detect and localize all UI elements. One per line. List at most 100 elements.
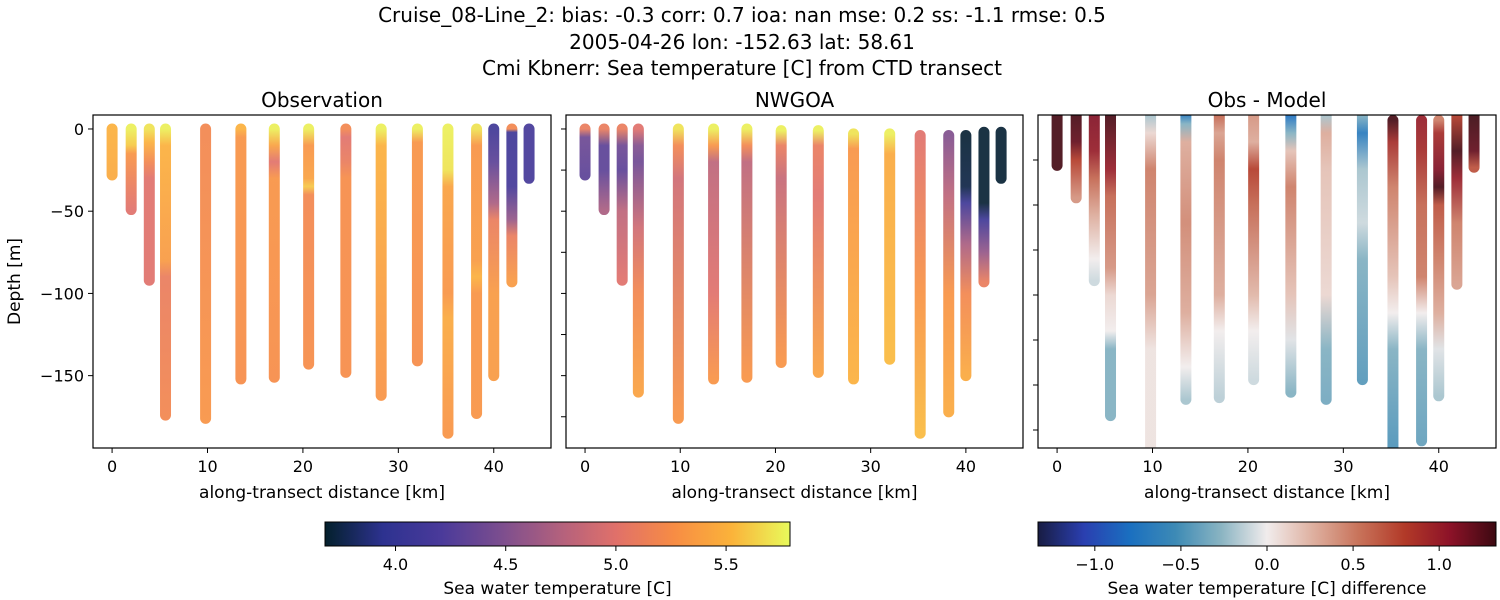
x-axis-label: along-transect distance [km] (199, 483, 445, 503)
station-profile-40km (488, 123, 500, 382)
station-profile-35.2km (442, 123, 454, 439)
station-profile-43.7km (523, 123, 535, 184)
station-profiles (579, 123, 1007, 439)
colorbar-gradient (324, 521, 791, 547)
x-tick-label: 20 (1238, 457, 1258, 476)
x-tick-label: 40 (1429, 457, 1449, 476)
colorbar-tick-label: −1.0 (1075, 555, 1114, 574)
station-profile-9.8km (672, 123, 684, 424)
station-profile-17km (741, 123, 753, 383)
station-profile-41.9km (506, 123, 518, 288)
y-tick-label: −100 (40, 284, 84, 303)
x-tick-label: 30 (1333, 457, 1353, 476)
station-profile-38.2km (471, 123, 483, 419)
station-profile-24.5km (340, 123, 352, 378)
x-tick-label: 0 (580, 457, 590, 476)
x-tick-label: 10 (670, 457, 690, 476)
station-profile-5.6km (160, 123, 172, 421)
x-tick-label: 40 (484, 457, 504, 476)
colorbar-tick-label: 4.0 (383, 555, 408, 574)
x-axis-label: along-transect distance [km] (1144, 483, 1390, 503)
station-profile-32km (411, 123, 423, 367)
station-profile-40km (1433, 115, 1445, 402)
colorbar-tick-label: 5.0 (603, 555, 628, 574)
colorbar-tick-label: 5.5 (713, 555, 738, 574)
station-profile-40km (960, 130, 972, 382)
x-tick-label: 10 (1142, 457, 1162, 476)
station-profile-3.9km (143, 123, 155, 286)
colorbar-tick-label: 0.0 (1254, 555, 1279, 574)
station-profiles (106, 123, 535, 439)
panel-title: Observation (261, 88, 383, 112)
station-profile-28.2km (375, 123, 387, 401)
station-profile-24.5km (1285, 115, 1297, 398)
y-axis-label: Depth [m] (5, 238, 25, 325)
x-tick-label: 40 (956, 457, 976, 476)
colorbar-label: Sea water temperature [C] (443, 579, 671, 599)
axes-frame (1037, 114, 1497, 449)
station-profile-41.9km (978, 126, 990, 288)
panel-title: Obs - Model (1208, 88, 1327, 112)
colorbar-tick-label: −0.5 (1161, 555, 1200, 574)
station-profile-20.6km (1248, 115, 1260, 386)
station-profile-2km (1070, 115, 1082, 204)
panel-title: NWGOA (755, 88, 835, 112)
panel-3: Obs - Model 0 10 20 30 40 along-transect dista… (1033, 88, 1497, 503)
station-profile-0km (1051, 115, 1063, 171)
station-profile-13.5km (708, 123, 720, 385)
x-tick-label: 20 (765, 457, 785, 476)
y-tick-label: −150 (40, 367, 84, 386)
station-profile-35.2km (1387, 115, 1399, 448)
station-profile-5.6km (632, 123, 644, 398)
station-profile-28.2km (1320, 115, 1332, 405)
colorbar-tick-label: 1.0 (1426, 555, 1451, 574)
station-profile-35.2km (914, 130, 926, 439)
station-profile-24.5km (812, 125, 824, 378)
station-profile-43.7km (1468, 115, 1480, 173)
station-profile-5.6km (1105, 115, 1117, 422)
x-tick-label: 20 (293, 457, 313, 476)
colorbar-gradient (1037, 521, 1497, 547)
station-profile-32km (884, 128, 896, 365)
colorbar-tick-label: 0.5 (1340, 555, 1365, 574)
station-profile-38.2km (943, 130, 955, 418)
x-tick-label: 0 (107, 457, 117, 476)
colorbar-1: 4.0 4.5 5.0 5.5 Sea water temperature [C] (324, 521, 791, 599)
y-tick-label: −50 (50, 202, 84, 221)
y-tick-label: 0 (74, 120, 84, 139)
x-axis-label: along-transect distance [km] (672, 483, 918, 503)
colorbar-label: Sea water temperature [C] difference (1107, 579, 1426, 599)
station-profile-20.6km (775, 125, 787, 368)
station-profile-3.9km (1088, 115, 1100, 287)
panel-1: Observation 0 10 20 30 40 0 −50 −100 −150 along-tr… (5, 88, 552, 503)
x-tick-label: 10 (197, 457, 217, 476)
figure-title-line-2: 2005-04-26 lon: -152.63 lat: 58.61 (569, 30, 915, 54)
station-profile-0km (579, 123, 591, 181)
x-tick-label: 30 (860, 457, 880, 476)
station-profile-13.5km (1180, 115, 1192, 405)
station-profile-32km (1356, 115, 1368, 386)
x-tick-label: 30 (388, 457, 408, 476)
station-profile-3.9km (616, 123, 628, 286)
station-profile-2km (125, 123, 137, 216)
station-profile-9.8km (1145, 115, 1157, 448)
station-profile-43.7km (995, 126, 1007, 184)
axes-frame (92, 114, 552, 449)
colorbar-tick-label: 4.5 (493, 555, 518, 574)
figure-title-line-1: Cruise_08-Line_2: bias: -0.3 corr: 0.7 i… (378, 3, 1106, 27)
station-profile-2km (598, 123, 610, 216)
station-profile-41.9km (1451, 115, 1463, 290)
station-profile-17km (1213, 115, 1225, 404)
station-profile-9.8km (200, 123, 212, 424)
figure-title-line-3: Cmi Kbnerr: Sea temperature [C] from CTD… (482, 56, 1002, 80)
station-profile-38.2km (1416, 115, 1428, 447)
station-profile-28.2km (848, 128, 860, 385)
station-profiles (1051, 115, 1480, 448)
station-profile-20.6km (303, 123, 315, 370)
axes-frame (565, 114, 1024, 449)
panel-2: NWGOA 0 10 20 30 40 along-transect distance [k… (561, 88, 1024, 503)
station-profile-17km (268, 123, 280, 383)
station-profile-13.5km (235, 123, 247, 385)
